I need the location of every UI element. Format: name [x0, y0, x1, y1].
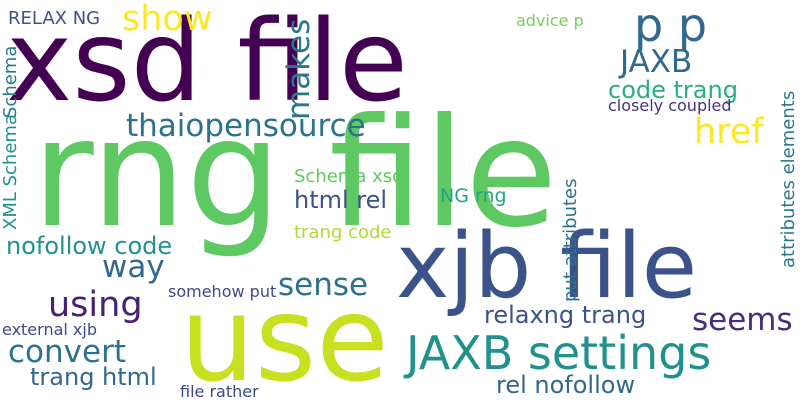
- word-rng-file: rng file: [32, 87, 558, 261]
- word-nofollow-code: nofollow code: [6, 232, 173, 260]
- word-schema-xsd: Schema xsd: [294, 166, 404, 187]
- word-show: show: [122, 0, 213, 39]
- word-somehow-put: somehow put: [168, 282, 277, 301]
- word-trang-html: trang html: [30, 363, 157, 391]
- word-seems: seems: [692, 302, 793, 338]
- word-makes: makes: [281, 18, 317, 120]
- word-file-rather: file rather: [180, 382, 259, 400]
- word-jaxb-settings: JAXB settings: [406, 326, 712, 380]
- word-xsd-file: xsd file: [6, 0, 408, 127]
- word-schema: Schema: [0, 45, 21, 118]
- word-code-trang: code trang: [608, 76, 738, 104]
- word-closely-coupled: closely coupled: [608, 96, 732, 115]
- word-advice-p: advice p: [516, 11, 584, 30]
- word-jaxb: JAXB: [620, 44, 693, 80]
- word-put-attributes: put attributes: [560, 178, 581, 302]
- word-p-p: p p: [634, 0, 708, 52]
- word-use: use: [180, 270, 389, 400]
- word-xjb-file: xjb file: [396, 214, 698, 319]
- word-relax-ng: RELAX NG: [8, 8, 101, 29]
- word-thaiopensource: thaiopensource: [126, 108, 366, 144]
- word-ng-rng: NG rng: [440, 185, 507, 207]
- word-way: way: [102, 249, 165, 285]
- word-sense: sense: [278, 267, 369, 303]
- word-trang-code: trang code: [294, 222, 392, 243]
- word-convert: convert: [8, 334, 126, 370]
- word-html-rel: html rel: [294, 186, 388, 214]
- word-external-xjb: external xjb: [2, 320, 97, 339]
- word-using: using: [48, 285, 143, 325]
- word-rel-nofollow: rel nofollow: [496, 371, 636, 399]
- word-xml-schema: XML Schema: [0, 114, 21, 230]
- word-href: href: [694, 112, 764, 152]
- word-attributes-elements: attributes elements: [778, 90, 799, 268]
- word-relaxng-trang: relaxng trang: [484, 301, 647, 329]
